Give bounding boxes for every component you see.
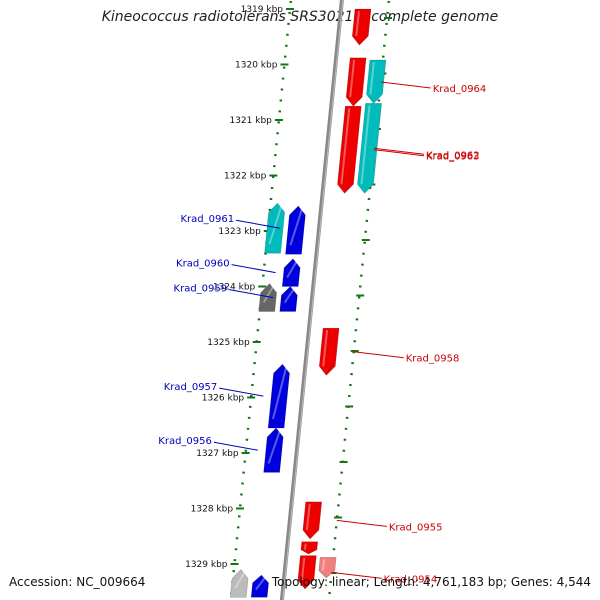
gene-label-leader	[229, 289, 274, 299]
gene-krad_0958[interactable]	[318, 327, 340, 376]
gene-label-leader	[374, 147, 425, 155]
gene-highlight	[303, 543, 307, 550]
gene-label[interactable]: Krad_0955	[389, 522, 443, 533]
gene-krad_0959[interactable]	[258, 283, 277, 312]
gene-label[interactable]: Krad_0964	[433, 84, 487, 95]
genome-backbone-highlight	[282, 0, 344, 600]
gene-highlight	[272, 365, 288, 420]
gene-label-leader	[213, 441, 258, 451]
gene-label[interactable]: Krad_0957	[164, 382, 218, 393]
gene-krad_0954[interactable]	[297, 555, 317, 590]
axis-tick-label: 1320 kbp	[235, 61, 278, 71]
gene-krad_0962[interactable]	[357, 103, 382, 194]
gene-highlight	[360, 105, 371, 185]
gene-label[interactable]: Krad_0960	[176, 259, 230, 270]
axis-tick-label: 1322 kbp	[224, 172, 267, 182]
axis-tick-label: 1328 kbp	[191, 505, 234, 515]
gene-highlight	[322, 330, 329, 367]
gene-label[interactable]: Krad_0958	[406, 354, 460, 365]
gene-highlight	[234, 571, 246, 589]
gene-highlight	[349, 59, 356, 98]
gene-label[interactable]: Krad_0959	[174, 284, 228, 295]
gene-label-leader	[353, 351, 404, 359]
track-lines	[229, 0, 391, 600]
gene-label[interactable]: Krad_0961	[180, 214, 234, 225]
gene-feature[interactable]	[351, 8, 372, 46]
gene-feature[interactable]	[279, 286, 298, 312]
gene-krad_0955[interactable]	[302, 501, 323, 540]
gene-feature[interactable]	[300, 541, 319, 555]
axis-tick-label: 1321 kbp	[229, 116, 272, 126]
gene-label[interactable]: Krad_0963	[426, 152, 480, 163]
gene-label[interactable]: Krad_0962	[426, 150, 480, 161]
gene-highlight	[321, 559, 326, 571]
kbp-axis: 1319 kbp 1320 kbp 1321 kbp 1322 kbp 1323 kbp…	[185, 5, 392, 574]
gene-label-leader	[231, 264, 276, 274]
axis-tick-label: 1324 kbp	[213, 283, 256, 293]
gene-highlight	[369, 61, 375, 95]
gene-label-leader	[219, 387, 264, 397]
gene-highlight	[255, 576, 267, 591]
axis-tick-label: 1325 kbp	[207, 338, 250, 348]
gene-label-leader	[235, 219, 281, 229]
gene-label-leader	[331, 571, 382, 579]
gene-highlight	[340, 108, 351, 185]
axis-tick-label: 1326 kbp	[202, 394, 245, 404]
gene-krad_0956[interactable]	[263, 427, 284, 473]
gene-krad_0960[interactable]	[281, 258, 301, 287]
gene-label-leader	[380, 81, 431, 89]
gene-highlight	[262, 285, 275, 303]
gene-feature[interactable]	[366, 59, 387, 104]
gene-feature[interactable]	[285, 205, 306, 255]
gene-label-leader	[336, 519, 387, 527]
gene-highlight	[305, 503, 311, 531]
gene-krad_0961[interactable]	[264, 202, 285, 254]
gene-krad_0964[interactable]	[345, 57, 367, 107]
axis-tick-label: 1327 kbp	[196, 449, 239, 459]
gene-features	[229, 8, 387, 598]
gene-highlight	[267, 429, 282, 464]
axis-tick-label: 1329 kbp	[185, 560, 228, 570]
genome-backbone	[279, 0, 344, 600]
genome-summary-text: Topology: linear; Length: 4,761,183 bp; …	[271, 575, 591, 589]
gene-label-leader	[373, 149, 424, 157]
map-title: Kineococcus radiotolerans SRS30216, comp…	[101, 9, 499, 25]
gene-highlight	[289, 207, 304, 246]
axis-tick-label: 1319 kbp	[241, 5, 284, 15]
gene-feature[interactable]	[229, 569, 249, 598]
gene-highlight	[283, 287, 296, 304]
gene-highlight	[300, 557, 306, 581]
gene-highlight	[268, 204, 283, 245]
axis-tick-label: 1323 kbp	[218, 227, 261, 237]
gene-label[interactable]: Krad_0956	[158, 436, 212, 447]
gene-krad_0963[interactable]	[337, 105, 362, 194]
gene-label[interactable]: Krad_0954	[384, 574, 438, 585]
gene-highlight	[355, 10, 360, 37]
gene-feature[interactable]	[250, 574, 269, 598]
accession-text: Accession: NC_009664	[9, 575, 146, 589]
gene-highlight	[286, 260, 298, 279]
